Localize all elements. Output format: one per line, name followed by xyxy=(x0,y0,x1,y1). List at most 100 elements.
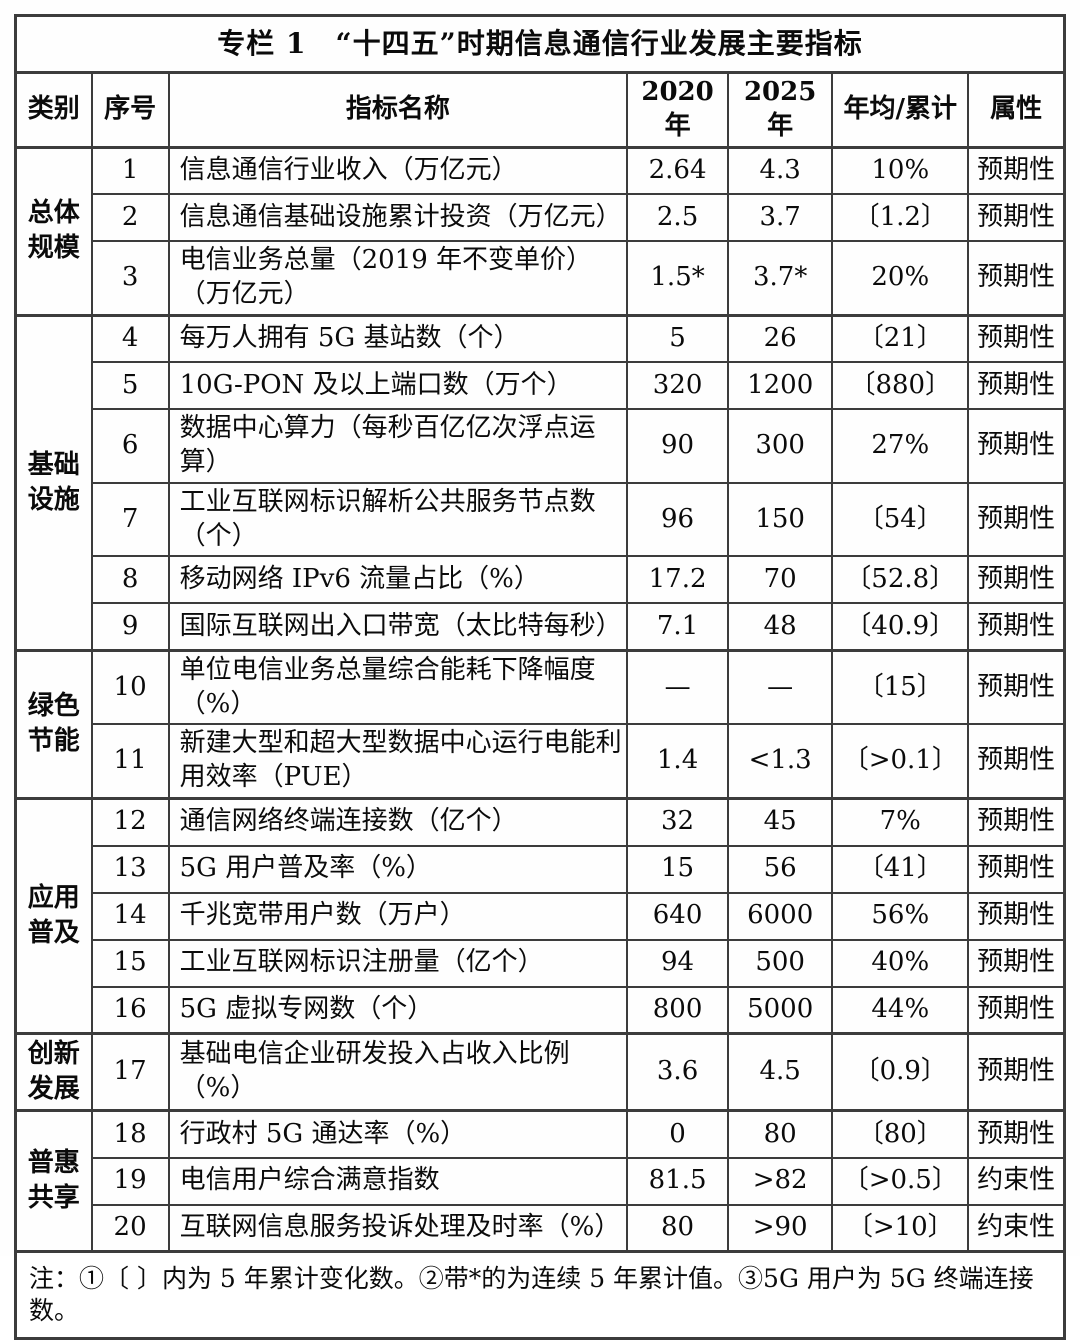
value-2020-cell: 1.5* xyxy=(626,240,730,317)
table-row: 13 5G 用户普及率（%） 15 56 〔41〕 预期性 xyxy=(16,844,1066,894)
row-number-cell: 11 xyxy=(90,723,170,800)
row-number-cell: 10 xyxy=(90,648,170,726)
value-2020-cell: 80 xyxy=(626,1203,730,1253)
attribute-cell: 约束性 xyxy=(967,1203,1066,1253)
indicator-name-cell: 新建大型和超大型数据中心运行电能利用效率（PUE） xyxy=(167,723,629,800)
table-row: 20 互联网信息服务投诉处理及时率（%） 80 >90 〔>10〕 约束性 xyxy=(16,1203,1066,1253)
attribute-cell: 预期性 xyxy=(967,408,1066,484)
column-header-2020: 2020年 xyxy=(626,71,730,149)
indicator-name-cell: 工业互联网标识解析公共服务节点数（个） xyxy=(167,481,629,558)
table-row: 8 移动网络 IPv6 流量占比（%） 17.2 70 〔52.8〕 预期性 xyxy=(16,555,1066,605)
attribute-cell: 预期性 xyxy=(967,723,1066,800)
value-2025-cell: >90 xyxy=(727,1203,834,1253)
avg-cumulative-cell: 〔21〕 xyxy=(831,313,970,364)
avg-cumulative-cell: 56% xyxy=(831,891,970,941)
value-2020-cell: 15 xyxy=(626,844,730,894)
table-row: 创新发展 17 基础电信企业研发投入占收入比例（%） 3.6 4.5 〔0.9〕 预期性 xyxy=(14,1032,1066,1112)
value-2025-cell: 4.3 xyxy=(727,145,834,196)
value-2025-cell: 45 xyxy=(727,797,834,847)
row-number-cell: 17 xyxy=(90,1032,170,1112)
indicator-name-cell: 电信用户综合满意指数 xyxy=(167,1156,629,1206)
value-2020-cell: 96 xyxy=(626,481,730,558)
attribute-cell: 预期性 xyxy=(967,193,1066,243)
column-header-category: 类别 xyxy=(14,71,93,149)
column-header-attribute: 属性 xyxy=(967,71,1066,149)
table-row: 5 10G-PON 及以上端口数（万个） 320 1200 〔880〕 预期性 xyxy=(16,361,1066,411)
attribute-cell: 预期性 xyxy=(967,1032,1066,1112)
avg-cumulative-cell: 〔>0.5〕 xyxy=(831,1156,970,1206)
indicator-name-cell: 5G 虚拟专网数（个） xyxy=(167,985,629,1035)
table-note: 注：①〔 〕内为 5 年累计变化数。②带*的为连续 5 年累计值。③5G 用户为… xyxy=(14,1250,1066,1340)
row-number-cell: 5 xyxy=(90,361,170,411)
avg-cumulative-cell: 〔>0.1〕 xyxy=(831,723,970,800)
avg-cumulative-cell: 〔41〕 xyxy=(831,844,970,894)
indicator-name-cell: 互联网信息服务投诉处理及时率（%） xyxy=(167,1203,629,1253)
document-page: 专栏 1 “十四五”时期信息通信行业发展主要指标 类别 序号 指标名称 2020… xyxy=(14,14,1066,1340)
value-2020-cell: 0 xyxy=(626,1109,730,1159)
row-number-cell: 8 xyxy=(90,555,170,605)
column-header-number: 序号 xyxy=(90,71,170,149)
attribute-cell: 预期性 xyxy=(967,985,1066,1035)
table-title: 专栏 1 “十四五”时期信息通信行业发展主要指标 xyxy=(14,14,1066,74)
value-2020-cell: 3.6 xyxy=(626,1032,730,1112)
value-2025-cell: 26 xyxy=(727,313,834,364)
value-2020-cell: 5 xyxy=(626,313,730,364)
value-2025-cell: 5000 xyxy=(727,985,834,1035)
table-row: 3 电信业务总量（2019 年不变单价）（万亿元） 1.5* 3.7* 20% 预期性 xyxy=(16,240,1066,317)
indicator-name-cell: 数据中心算力（每秒百亿亿次浮点运算） xyxy=(167,408,629,484)
row-number-cell: 20 xyxy=(90,1203,170,1253)
column-header-indicator-name: 指标名称 xyxy=(167,71,629,149)
value-2020-cell: 1.4 xyxy=(626,723,730,800)
table-row: 绿色节能 10 单位电信业务总量综合能耗下降幅度（%） — — 〔15〕 预期性 xyxy=(14,648,1066,800)
attribute-cell: 预期性 xyxy=(967,844,1066,894)
row-number-cell: 16 xyxy=(90,985,170,1035)
row-number-cell: 13 xyxy=(90,844,170,894)
value-2025-cell: 56 xyxy=(727,844,834,894)
value-2020-cell: — xyxy=(626,648,730,726)
column-header-avg-cumulative: 年均/累计 xyxy=(831,71,970,149)
indicators-table: 专栏 1 “十四五”时期信息通信行业发展主要指标 类别 序号 指标名称 2020… xyxy=(14,14,1066,1340)
table-header-row: 类别 序号 指标名称 2020年 2025 年 年均/累计 属性 xyxy=(14,71,1066,149)
indicator-name-cell: 信息通信行业收入（万亿元） xyxy=(167,145,629,196)
table-row: 2 信息通信基础设施累计投资（万亿元） 2.5 3.7 〔1.2〕 预期性 xyxy=(16,193,1066,243)
value-2025-cell: <1.3 xyxy=(727,723,834,800)
avg-cumulative-cell: 〔15〕 xyxy=(831,648,970,726)
avg-cumulative-cell: 〔80〕 xyxy=(831,1109,970,1159)
attribute-cell: 预期性 xyxy=(967,602,1066,652)
row-number-cell: 18 xyxy=(90,1109,170,1159)
value-2025-cell: 6000 xyxy=(727,891,834,941)
avg-cumulative-cell: 20% xyxy=(831,240,970,317)
value-2025-cell: 70 xyxy=(727,555,834,605)
row-number-cell: 2 xyxy=(90,193,170,243)
table-row: 19 电信用户综合满意指数 81.5 >82 〔>0.5〕 约束性 xyxy=(16,1156,1066,1206)
value-2020-cell: 94 xyxy=(626,938,730,988)
table-row: 9 国际互联网出入口带宽（太比特每秒） 7.1 48 〔40.9〕 预期性 xyxy=(16,602,1066,652)
indicator-name-cell: 每万人拥有 5G 基站数（个） xyxy=(167,313,629,364)
attribute-cell: 约束性 xyxy=(967,1156,1066,1206)
row-number-cell: 12 xyxy=(90,797,170,847)
attribute-cell: 预期性 xyxy=(967,481,1066,558)
attribute-cell: 预期性 xyxy=(967,145,1066,196)
table-note-row: 注：①〔 〕内为 5 年累计变化数。②带*的为连续 5 年累计值。③5G 用户为… xyxy=(14,1250,1066,1340)
table-row: 15 工业互联网标识注册量（亿个） 94 500 40% 预期性 xyxy=(16,938,1066,988)
row-number-cell: 4 xyxy=(90,313,170,364)
category-cell: 基础设施 xyxy=(14,313,93,652)
indicator-name-cell: 5G 用户普及率（%） xyxy=(167,844,629,894)
avg-cumulative-cell: 〔52.8〕 xyxy=(831,555,970,605)
row-number-cell: 6 xyxy=(90,408,170,484)
indicator-name-cell: 移动网络 IPv6 流量占比（%） xyxy=(167,555,629,605)
avg-cumulative-cell: 〔880〕 xyxy=(831,361,970,411)
attribute-cell: 预期性 xyxy=(967,797,1066,847)
table-row: 11 新建大型和超大型数据中心运行电能利用效率（PUE） 1.4 <1.3 〔>0.1〕… xyxy=(16,723,1066,800)
attribute-cell: 预期性 xyxy=(967,648,1066,726)
table-row: 普惠共享 18 行政村 5G 通达率（%） 0 80 〔80〕 预期性 xyxy=(14,1109,1066,1253)
attribute-cell: 预期性 xyxy=(967,891,1066,941)
indicator-name-cell: 工业互联网标识注册量（亿个） xyxy=(167,938,629,988)
value-2020-cell: 17.2 xyxy=(626,555,730,605)
indicator-name-cell: 行政村 5G 通达率（%） xyxy=(167,1109,629,1159)
avg-cumulative-cell: 44% xyxy=(831,985,970,1035)
indicator-name-cell: 单位电信业务总量综合能耗下降幅度（%） xyxy=(167,648,629,726)
category-cell: 普惠共享 xyxy=(14,1109,93,1253)
table-row: 6 数据中心算力（每秒百亿亿次浮点运算） 90 300 27% 预期性 xyxy=(16,408,1066,484)
category-cell: 创新发展 xyxy=(14,1032,93,1112)
